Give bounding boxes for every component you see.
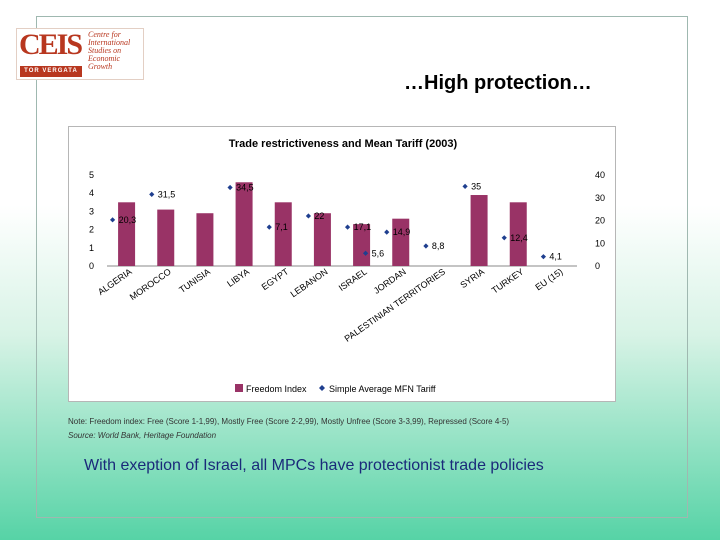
- chart-bars: [118, 182, 527, 266]
- bar-libya: [235, 182, 253, 266]
- chart-source: Source: World Bank, Heritage Foundation: [68, 431, 217, 440]
- x-tick-label: ISRAEL: [337, 266, 369, 293]
- legend-marker-mfn-tariff: [319, 385, 325, 391]
- x-tick-label: TUNISIA: [177, 266, 212, 295]
- chart-note: Note: Freedom index: Free (Score 1-1,99)…: [68, 417, 510, 426]
- bar-turkey: [509, 202, 527, 266]
- tariff-marker: [305, 213, 312, 219]
- legend-label-mfn-tariff: Simple Average MFN Tariff: [329, 384, 436, 394]
- x-tick-label: TURKEY: [490, 266, 526, 295]
- tariff-marker: [149, 191, 155, 197]
- tariff-marker: [540, 254, 547, 260]
- tariff-marker: [109, 217, 116, 223]
- y-right-tick-label: 10: [595, 238, 605, 248]
- tariff-data-label: 7,1: [275, 222, 288, 232]
- x-tick-label: JORDAN: [372, 266, 408, 295]
- bar-syria: [470, 195, 488, 266]
- chart-container: Trade restrictiveness and Mean Tariff (2…: [68, 126, 616, 402]
- slide-frame: [36, 16, 688, 518]
- x-tick-label: SYRIA: [458, 266, 486, 290]
- x-tick-label: EGYPT: [260, 266, 291, 292]
- tariff-data-label: 8,8: [432, 241, 445, 251]
- tariff-marker: [362, 250, 369, 256]
- slide-title: …High protection…: [404, 72, 592, 94]
- tariff-data-label: 34,5: [236, 183, 254, 193]
- y-right-tick-label: 40: [595, 170, 605, 180]
- y-left-tick-label: 4: [89, 188, 94, 198]
- tariff-data-label: 31,5: [158, 189, 176, 199]
- x-tick-label: MOROCCO: [128, 266, 173, 302]
- slide-conclusion: With exeption of Israel, all MPCs have p…: [84, 457, 544, 474]
- tariff-data-label: 35: [471, 181, 481, 191]
- tariff-marker: [227, 184, 233, 191]
- y-right-tick-label: 0: [595, 261, 600, 271]
- tariff-marker: [266, 224, 272, 230]
- tariff-marker: [344, 224, 351, 230]
- tariff-marker: [384, 229, 390, 235]
- x-tick-label: EU (15): [533, 266, 564, 292]
- tariff-data-label: 12,4: [510, 233, 528, 243]
- bar-morocco: [157, 209, 175, 266]
- bar-egypt: [274, 202, 292, 266]
- tariff-marker: [423, 243, 429, 249]
- tariff-data-label: 17,1: [354, 222, 372, 232]
- chart-svg: Trade restrictiveness and Mean Tariff (2…: [89, 138, 605, 394]
- y-left-tick-label: 3: [89, 206, 94, 216]
- y-left-tick-label: 0: [89, 261, 94, 271]
- logo-description: Centre for International Studies on Econ…: [88, 30, 131, 71]
- tariff-data-label: 22: [314, 211, 324, 221]
- chart-axes: 0 1 2 3 4 5 0 10 20 30 40: [89, 170, 605, 271]
- y-right-tick-label: 20: [595, 216, 605, 226]
- bar-jordan: [392, 218, 410, 266]
- tariff-data-label: 4,1: [549, 252, 562, 262]
- y-left-tick-label: 1: [89, 243, 94, 253]
- y-right-tick-label: 30: [595, 193, 605, 203]
- bar-tunisia: [196, 213, 214, 266]
- ceis-logo: CEIS Centre for International Studies on…: [16, 28, 144, 80]
- legend-swatch-freedom-index: [235, 384, 243, 392]
- bar-algeria: [118, 202, 136, 266]
- legend-label-freedom-index: Freedom Index: [246, 384, 307, 394]
- tariff-data-label: 14,9: [393, 227, 411, 237]
- chart-legend: Freedom Index Simple Average MFN Tariff: [235, 384, 436, 394]
- x-tick-label: ALGERIA: [96, 266, 134, 297]
- y-left-tick-label: 5: [89, 170, 94, 180]
- tariff-marker: [501, 235, 507, 241]
- tariff-data-label: 20,3: [119, 215, 137, 225]
- tariff-data-label: 5,6: [372, 248, 385, 258]
- chart-points: 20,3 31,5 34,5 7,1 22 17,1 14,9 8,8 35 12,4 4,1 5,6: [109, 181, 562, 262]
- logo-bar: TOR VERGATA: [20, 66, 82, 77]
- y-left-tick-label: 2: [89, 225, 94, 235]
- x-tick-label: LIBYA: [225, 266, 251, 288]
- tariff-marker: [462, 183, 468, 189]
- chart-title: Trade restrictiveness and Mean Tariff (2…: [229, 138, 458, 150]
- bar-lebanon: [313, 213, 331, 266]
- x-tick-label: LEBANON: [289, 266, 330, 299]
- logo-letters: CEIS: [19, 28, 83, 61]
